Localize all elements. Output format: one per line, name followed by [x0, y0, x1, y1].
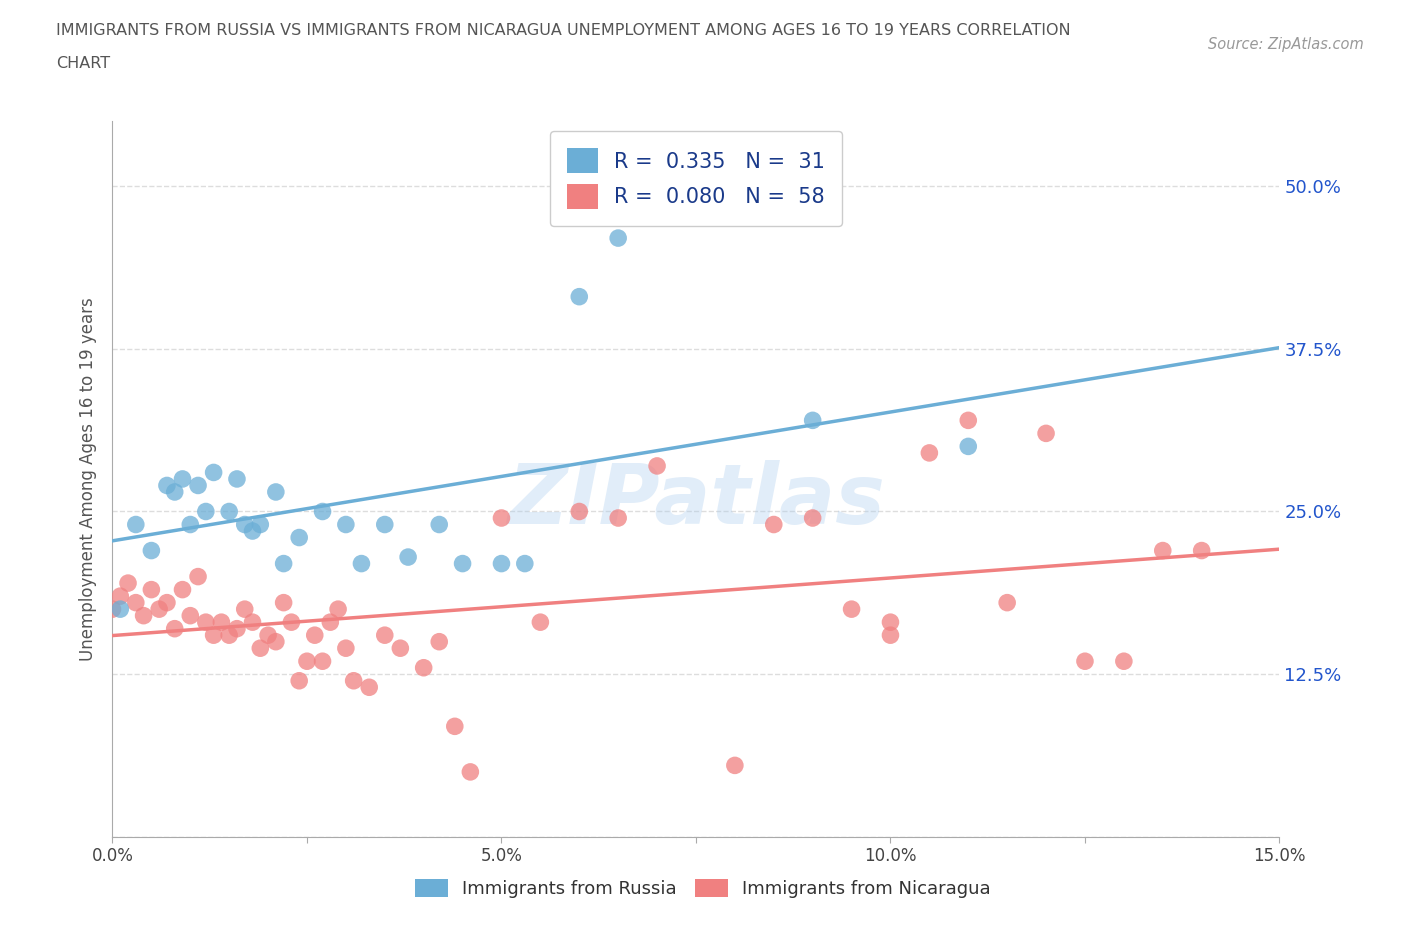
Point	[389, 641, 412, 656]
Point	[1074, 654, 1097, 669]
Point	[374, 517, 396, 532]
Point	[233, 602, 256, 617]
Point	[110, 589, 132, 604]
Point	[343, 673, 366, 688]
Point	[311, 654, 333, 669]
Point	[957, 439, 980, 454]
Point	[491, 556, 513, 571]
Y-axis label: Unemployment Among Ages 16 to 19 years: Unemployment Among Ages 16 to 19 years	[79, 297, 97, 661]
Point	[163, 621, 186, 636]
Point	[179, 517, 201, 532]
Point	[156, 478, 179, 493]
Point	[249, 517, 271, 532]
Point	[1152, 543, 1174, 558]
Point	[1035, 426, 1057, 441]
Point	[163, 485, 186, 499]
Point	[295, 654, 318, 669]
Point	[273, 556, 295, 571]
Point	[202, 628, 225, 643]
Point	[645, 458, 668, 473]
Point	[226, 472, 249, 486]
Point	[179, 608, 201, 623]
Point	[957, 413, 980, 428]
Point	[249, 641, 271, 656]
Point	[1191, 543, 1213, 558]
Point	[264, 634, 287, 649]
Point	[568, 289, 591, 304]
Point	[226, 621, 249, 636]
Point	[801, 511, 824, 525]
Point	[451, 556, 474, 571]
Point	[141, 543, 163, 558]
Point	[335, 641, 357, 656]
Point	[141, 582, 163, 597]
Point	[995, 595, 1018, 610]
Point	[607, 231, 630, 246]
Point	[335, 517, 357, 532]
Point	[101, 602, 124, 617]
Point	[187, 569, 209, 584]
Point	[460, 764, 482, 779]
Text: ZIPatlas: ZIPatlas	[508, 460, 884, 541]
Point	[304, 628, 326, 643]
Point	[443, 719, 465, 734]
Point	[879, 628, 901, 643]
Legend: R =  0.335   N =  31, R =  0.080   N =  58: R = 0.335 N = 31, R = 0.080 N = 58	[550, 131, 842, 226]
Text: Source: ZipAtlas.com: Source: ZipAtlas.com	[1208, 37, 1364, 52]
Point	[264, 485, 287, 499]
Point	[513, 556, 536, 571]
Point	[187, 478, 209, 493]
Point	[172, 472, 194, 486]
Point	[194, 504, 217, 519]
Point	[273, 595, 295, 610]
Point	[148, 602, 170, 617]
Point	[280, 615, 302, 630]
Point	[110, 602, 132, 617]
Point	[762, 517, 785, 532]
Point	[288, 673, 311, 688]
Point	[427, 517, 450, 532]
Text: IMMIGRANTS FROM RUSSIA VS IMMIGRANTS FROM NICARAGUA UNEMPLOYMENT AMONG AGES 16 T: IMMIGRANTS FROM RUSSIA VS IMMIGRANTS FRO…	[56, 23, 1071, 38]
Point	[319, 615, 342, 630]
Point	[218, 628, 240, 643]
Point	[427, 634, 450, 649]
Point	[412, 660, 434, 675]
Point	[374, 628, 396, 643]
Point	[233, 517, 256, 532]
Point	[724, 758, 747, 773]
Point	[311, 504, 333, 519]
Point	[242, 615, 264, 630]
Point	[568, 504, 591, 519]
Point	[156, 595, 179, 610]
Point	[396, 550, 419, 565]
Point	[132, 608, 155, 623]
Point	[209, 615, 232, 630]
Point	[359, 680, 381, 695]
Point	[350, 556, 373, 571]
Point	[125, 595, 148, 610]
Point	[117, 576, 139, 591]
Point	[202, 465, 225, 480]
Point	[841, 602, 863, 617]
Point	[194, 615, 217, 630]
Point	[1112, 654, 1135, 669]
Point	[801, 413, 824, 428]
Point	[491, 511, 513, 525]
Point	[879, 615, 901, 630]
Point	[125, 517, 148, 532]
Point	[918, 445, 941, 460]
Point	[326, 602, 349, 617]
Point	[172, 582, 194, 597]
Point	[529, 615, 551, 630]
Legend: Immigrants from Russia, Immigrants from Nicaragua: Immigrants from Russia, Immigrants from …	[406, 870, 1000, 907]
Text: CHART: CHART	[56, 56, 110, 71]
Point	[288, 530, 311, 545]
Point	[607, 511, 630, 525]
Point	[218, 504, 240, 519]
Point	[257, 628, 280, 643]
Point	[242, 524, 264, 538]
